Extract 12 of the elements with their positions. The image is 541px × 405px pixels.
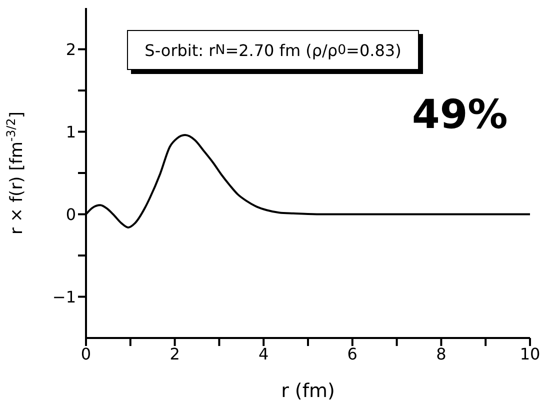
x-tick-label: 6	[347, 344, 358, 364]
y-tick-label: 0	[66, 204, 76, 224]
x-tick-label: 10	[520, 344, 540, 364]
x-axis-title: r (fm)	[281, 380, 335, 402]
x-tick-label: 0	[80, 344, 92, 364]
y-tick-label: 1	[66, 122, 76, 142]
annotation: 49%	[412, 92, 508, 138]
y-tick-label: 2	[66, 40, 76, 59]
y-tick-label: −1	[52, 287, 76, 306]
x-tick-label: 4	[258, 344, 269, 364]
x-tick-label: 2	[170, 344, 180, 364]
x-tick-label: 8	[436, 344, 446, 364]
